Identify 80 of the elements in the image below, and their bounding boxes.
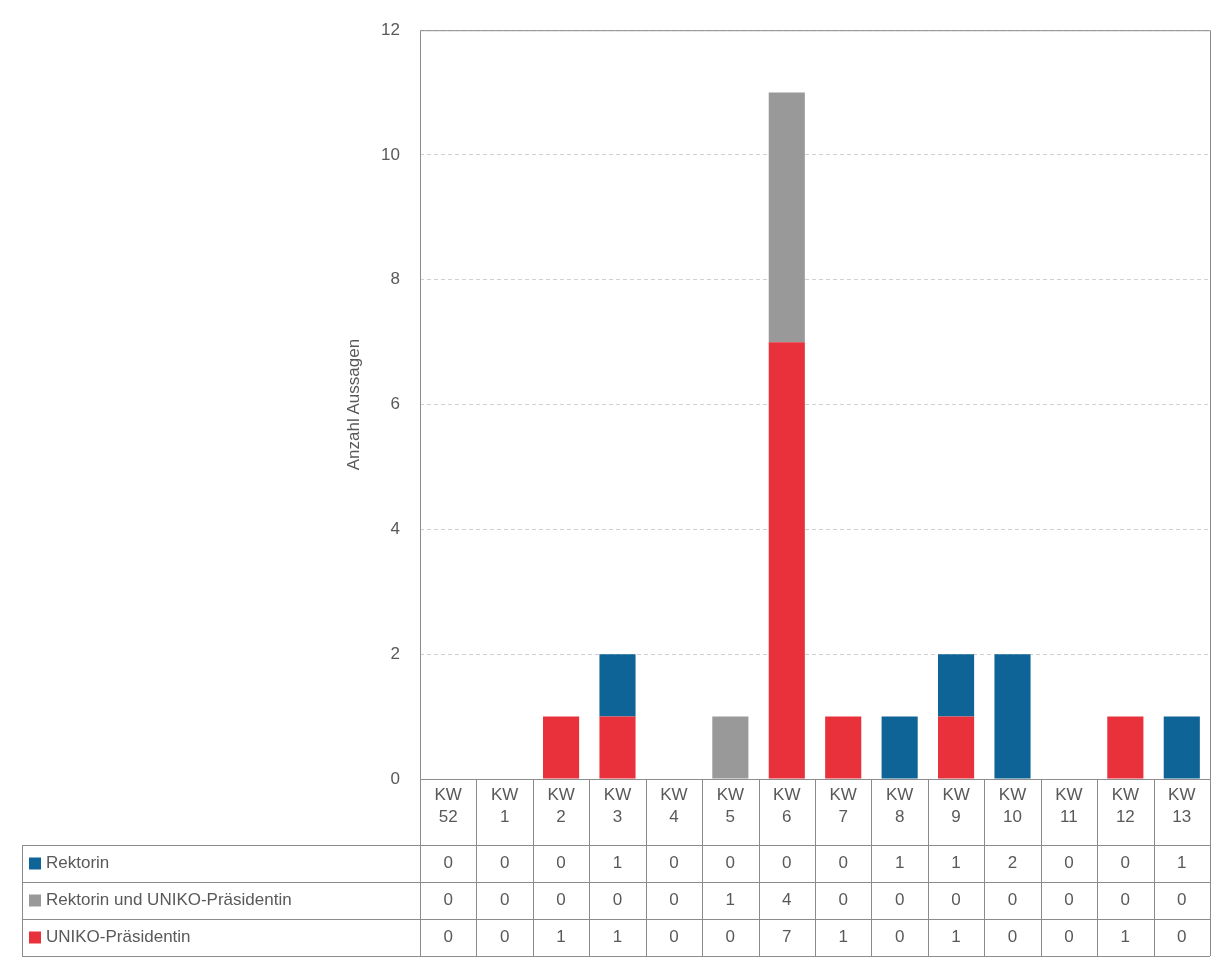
y-tick-label: 0 — [390, 768, 400, 788]
data-label: 0 — [725, 853, 736, 873]
data-label: 0 — [894, 890, 905, 910]
data-label: 0 — [838, 890, 848, 910]
y-tick-label: 8 — [390, 269, 400, 289]
data-label: 7 — [782, 927, 792, 947]
legend-label: UNIKO-Präsidentin — [46, 927, 191, 947]
x-tick-label: KW 52 — [434, 785, 462, 826]
data-label: 0 — [725, 927, 736, 947]
bar — [768, 92, 805, 343]
data-label: 0 — [1064, 927, 1074, 947]
data-label: 0 — [838, 853, 848, 873]
data-label: 1 — [725, 890, 736, 910]
bar — [938, 716, 975, 779]
data-label: 0 — [894, 927, 905, 947]
data-label: 4 — [782, 890, 792, 910]
data-label: 0 — [499, 853, 510, 873]
data-label: 0 — [499, 890, 510, 910]
data-label: 1 — [612, 853, 623, 873]
data-label: 0 — [556, 853, 566, 873]
bar — [712, 716, 749, 779]
x-tick-label: KW 8 — [885, 785, 914, 826]
legend-label: Rektorin und UNIKO-Präsidentin — [46, 890, 292, 910]
x-tick-label: KW 2 — [547, 785, 575, 826]
x-tick-label: KW 11 — [1055, 785, 1083, 826]
data-label: 0 — [1177, 890, 1187, 910]
data-label: 0 — [669, 853, 679, 873]
bar — [994, 654, 1031, 779]
data-label: 0 — [1120, 853, 1131, 873]
y-tick-label: 12 — [381, 19, 400, 39]
bar — [599, 716, 636, 779]
y-tick-label: 10 — [381, 144, 400, 164]
x-tick-label: KW 1 — [490, 785, 519, 826]
y-axis-title: Anzahl Aussagen — [343, 338, 363, 471]
data-label: 2 — [1007, 853, 1018, 873]
data-label: 0 — [1007, 890, 1018, 910]
x-tick-label: KW 9 — [942, 785, 970, 826]
y-tick-label: 2 — [390, 643, 400, 663]
x-tick-label: KW 6 — [773, 785, 801, 826]
bar — [599, 654, 636, 717]
data-label: 0 — [669, 927, 679, 947]
x-tick-label: KW 12 — [1111, 785, 1140, 826]
x-tick-label: KW 7 — [829, 785, 857, 826]
data-label: 1 — [1120, 927, 1131, 947]
data-label: 0 — [1007, 927, 1018, 947]
data-label: 0 — [556, 890, 566, 910]
data-label: 1 — [556, 927, 566, 947]
data-label: 0 — [1064, 890, 1074, 910]
y-tick-label: 6 — [390, 394, 400, 414]
x-tick-label: KW 4 — [660, 785, 688, 826]
bar — [938, 654, 975, 717]
data-label: 0 — [1177, 927, 1187, 947]
data-label: 1 — [838, 927, 848, 947]
data-label: 1 — [894, 853, 905, 873]
data-label: 1 — [1177, 853, 1187, 873]
data-label: 0 — [1120, 890, 1131, 910]
data-label: 0 — [612, 890, 623, 910]
data-label: 1 — [951, 853, 961, 873]
data-label: 0 — [443, 853, 453, 873]
x-tick-label: KW 13 — [1168, 785, 1196, 826]
bar — [881, 716, 918, 779]
data-label: 0 — [782, 853, 792, 873]
bar — [825, 716, 862, 779]
data-label: 0 — [443, 890, 453, 910]
data-label: 0 — [1064, 853, 1074, 873]
legend-label: Rektorin — [46, 853, 110, 873]
bar — [543, 716, 580, 779]
y-tick-label: 4 — [390, 519, 400, 539]
x-tick-label: KW 5 — [716, 785, 745, 826]
bar — [1107, 716, 1144, 779]
data-label: 0 — [443, 927, 453, 947]
data-label: 0 — [951, 890, 961, 910]
x-tick-label: KW 10 — [998, 785, 1027, 826]
data-label: 0 — [669, 890, 679, 910]
bar — [1163, 716, 1200, 779]
x-tick-label: KW 3 — [603, 785, 632, 826]
data-label: 1 — [612, 927, 623, 947]
data-label: 1 — [951, 927, 961, 947]
data-label: 0 — [499, 927, 510, 947]
bar — [768, 342, 805, 779]
